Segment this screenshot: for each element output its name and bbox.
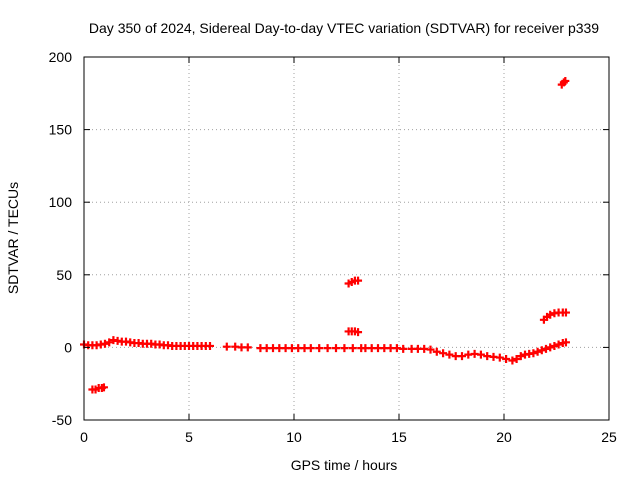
data-point xyxy=(243,343,252,352)
x-tick-labels: 0 5 10 15 20 25 xyxy=(80,429,617,445)
plot-frame xyxy=(83,56,610,421)
data-point xyxy=(458,352,466,361)
data-point xyxy=(495,353,504,362)
gridlines xyxy=(84,57,609,420)
x-tick-label: 0 xyxy=(80,429,88,445)
chart-title: Day 350 of 2024, Sidereal Day-to-day VTE… xyxy=(89,20,599,36)
data-point xyxy=(445,350,454,359)
data-point xyxy=(315,344,324,353)
x-axis-label: GPS time / hours xyxy=(291,457,398,473)
data-point xyxy=(99,383,108,392)
x-tick-label: 20 xyxy=(496,429,512,445)
data-point xyxy=(529,349,538,358)
data-point xyxy=(559,78,568,87)
x-tick-label: 25 xyxy=(601,429,617,445)
data-point xyxy=(561,338,570,347)
data-point xyxy=(533,347,542,356)
series-segment-c xyxy=(344,327,363,337)
data-point xyxy=(537,346,546,355)
data-point xyxy=(348,344,357,353)
data-point xyxy=(502,355,511,364)
y-tick-label: 0 xyxy=(64,339,72,355)
data-point xyxy=(222,342,231,351)
data-point xyxy=(354,328,363,337)
y-tick-label: 200 xyxy=(49,49,73,65)
x-tick-label: 5 xyxy=(185,429,193,445)
data-point xyxy=(542,344,550,353)
data-point xyxy=(546,310,555,319)
data-point xyxy=(512,355,521,364)
data-point xyxy=(332,344,340,353)
y-tick-label: 150 xyxy=(49,122,73,138)
data-points xyxy=(80,76,570,394)
data-point xyxy=(105,338,114,347)
data-point xyxy=(516,352,525,361)
data-point xyxy=(340,344,349,353)
y-tick-label: -50 xyxy=(52,412,72,428)
series-main xyxy=(80,336,570,365)
series-segment-a xyxy=(88,383,108,394)
data-point xyxy=(546,343,555,352)
data-point xyxy=(554,340,563,349)
y-tick-label: 100 xyxy=(49,194,73,210)
data-point xyxy=(101,339,109,348)
data-point xyxy=(354,276,363,285)
x-tick-label: 10 xyxy=(286,429,302,445)
y-tick-labels: -50 0 50 100 150 200 xyxy=(49,49,73,428)
data-point xyxy=(476,350,485,359)
data-point xyxy=(439,349,448,358)
x-tick-label: 15 xyxy=(391,429,407,445)
data-point xyxy=(561,76,570,85)
data-point xyxy=(426,345,435,354)
y-tick-label: 50 xyxy=(56,267,72,283)
data-point xyxy=(550,341,559,350)
data-point xyxy=(432,347,441,356)
data-point xyxy=(206,341,214,350)
series-segment-b xyxy=(344,276,363,288)
data-point xyxy=(561,308,570,317)
data-point xyxy=(323,344,332,353)
data-point xyxy=(508,356,517,365)
y-axis-label: SDTVAR / TECUs xyxy=(5,182,21,294)
axis-ticks xyxy=(83,56,610,421)
data-point xyxy=(399,344,408,353)
series-segment-e xyxy=(557,76,570,89)
data-point xyxy=(306,344,315,353)
series-segment-d xyxy=(539,308,570,324)
